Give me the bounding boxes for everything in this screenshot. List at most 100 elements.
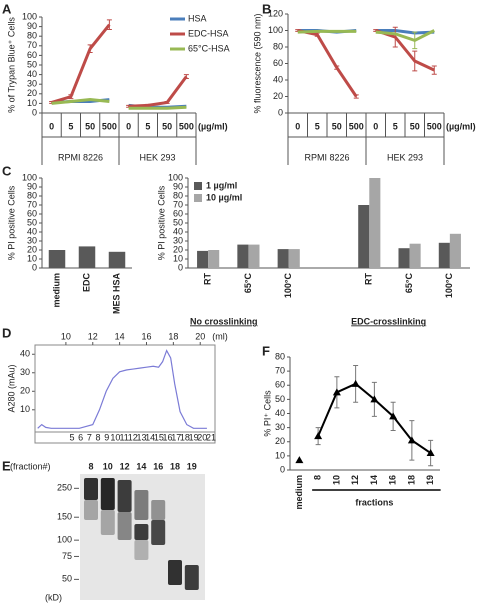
legend-swatch	[194, 194, 202, 202]
y-tick-label: 100	[168, 172, 183, 182]
x-tick-label: 0	[295, 121, 300, 131]
error-bar	[392, 26, 398, 48]
error-bar	[183, 74, 189, 79]
fraction-label: 17	[171, 432, 181, 442]
panel-letter: C	[2, 163, 12, 178]
y-tick-label: 60	[273, 58, 283, 68]
x-tick-label: 10	[331, 475, 341, 485]
bar	[369, 178, 381, 268]
gel-band	[151, 500, 166, 520]
fraction-label: 6	[78, 432, 83, 442]
x-tick-label: 16	[141, 331, 151, 341]
x-tick-label: 12	[88, 331, 98, 341]
point-marker	[370, 395, 379, 403]
y-tick-label: 30	[27, 79, 37, 89]
error-bar	[68, 94, 74, 100]
group-label: EDC-crosslinking	[351, 316, 426, 326]
x-tick-label: 12	[350, 475, 360, 485]
y-tick-label: 50	[27, 59, 37, 69]
y-tick-label: 60	[27, 208, 37, 218]
x-tick-label: RT	[203, 273, 213, 285]
y-tick-label: 100	[22, 11, 37, 21]
x-tick-label: 20	[195, 331, 205, 341]
x-tick-label: 16	[388, 475, 398, 485]
y-tick-label: 80	[27, 31, 37, 41]
series-line	[375, 29, 435, 35]
marker-label: 250	[57, 483, 72, 493]
y-axis-label: % PI positive Cells	[156, 185, 166, 260]
x-tick-label: 100°C	[444, 273, 454, 299]
y-tick-label: 100	[268, 25, 283, 35]
series-line	[37, 349, 207, 429]
y-axis-label: % PI positive Cells	[6, 185, 16, 260]
legend-label: EDC-HSA	[188, 28, 229, 38]
error-bar	[164, 100, 170, 104]
y-tick-label: 40	[273, 74, 283, 84]
panel-letter: E	[2, 458, 11, 473]
y-tick-label: 90	[27, 21, 37, 31]
gel-band	[134, 490, 149, 520]
y-tick-label: 10	[20, 404, 30, 414]
y-tick-label: 0	[278, 107, 283, 117]
point-marker	[426, 449, 435, 457]
x-tick-label: medium	[51, 273, 61, 308]
x-tick-label: 50	[162, 121, 172, 131]
fraction-label: 15	[154, 432, 164, 442]
x-tick-label: 14	[115, 331, 125, 341]
point-marker	[351, 379, 360, 387]
fraction-label: 14	[145, 432, 155, 442]
series-line	[128, 105, 187, 110]
x-tick-label: 50	[410, 121, 420, 131]
lane-label: 12	[120, 461, 130, 471]
y-tick-label: 10	[173, 253, 183, 263]
bar	[237, 244, 249, 268]
y-axis-label: A280 (mAu)	[6, 364, 16, 412]
bar	[248, 244, 260, 268]
lane-label: 16	[153, 461, 163, 471]
y-tick-label: 70	[275, 366, 285, 376]
panel-letter: B	[262, 1, 271, 16]
y-tick-label: 10	[27, 253, 37, 263]
panel-letter: D	[2, 325, 11, 340]
lane-label: 8	[88, 461, 93, 471]
y-tick-label: 40	[173, 226, 183, 236]
y-axis-label: % of Trypan Blue⁺ Cells	[6, 17, 16, 113]
y-tick-label: 20	[27, 244, 37, 254]
marker-label: 100	[57, 535, 72, 545]
y-tick-label: 50	[27, 217, 37, 227]
x-unit: (µg/ml)	[198, 121, 228, 131]
y-tick-label: 120	[268, 8, 283, 18]
y-tick-label: 30	[173, 235, 183, 245]
y-tick-label: 100	[22, 172, 37, 182]
gel-band	[151, 520, 166, 545]
y-tick-label: 30	[20, 367, 30, 377]
x-tick-label: 500	[179, 121, 194, 131]
bar	[288, 249, 300, 268]
gel-band	[134, 540, 149, 560]
bar	[78, 246, 96, 268]
gel-band	[84, 478, 98, 500]
series-line	[128, 75, 188, 108]
y-tick-label: 10	[27, 98, 37, 108]
bar	[409, 243, 421, 268]
y-tick-label: 80	[27, 190, 37, 200]
plot-frame	[34, 344, 216, 433]
x-unit: (ml)	[212, 331, 228, 341]
x-tick-label: 50	[85, 121, 95, 131]
y-tick-label: 20	[275, 436, 285, 446]
gel-band	[168, 560, 182, 585]
bar	[208, 250, 220, 268]
x-tick-label: 0	[373, 121, 378, 131]
gel-band	[100, 510, 115, 535]
bar	[438, 242, 450, 268]
bar	[48, 250, 66, 268]
x-tick-label: 14	[369, 475, 379, 485]
error-bar	[145, 103, 151, 107]
y-tick-label: 40	[27, 69, 37, 79]
group-label: RPMI 8226	[58, 152, 103, 162]
group-label: HEK 293	[139, 152, 175, 162]
y-axis-label: % PI⁺ Cells	[262, 390, 272, 437]
lane-axis-label: (fraction#)	[10, 461, 51, 471]
unit-label: (kD)	[45, 592, 62, 602]
lane-label: 18	[170, 461, 180, 471]
